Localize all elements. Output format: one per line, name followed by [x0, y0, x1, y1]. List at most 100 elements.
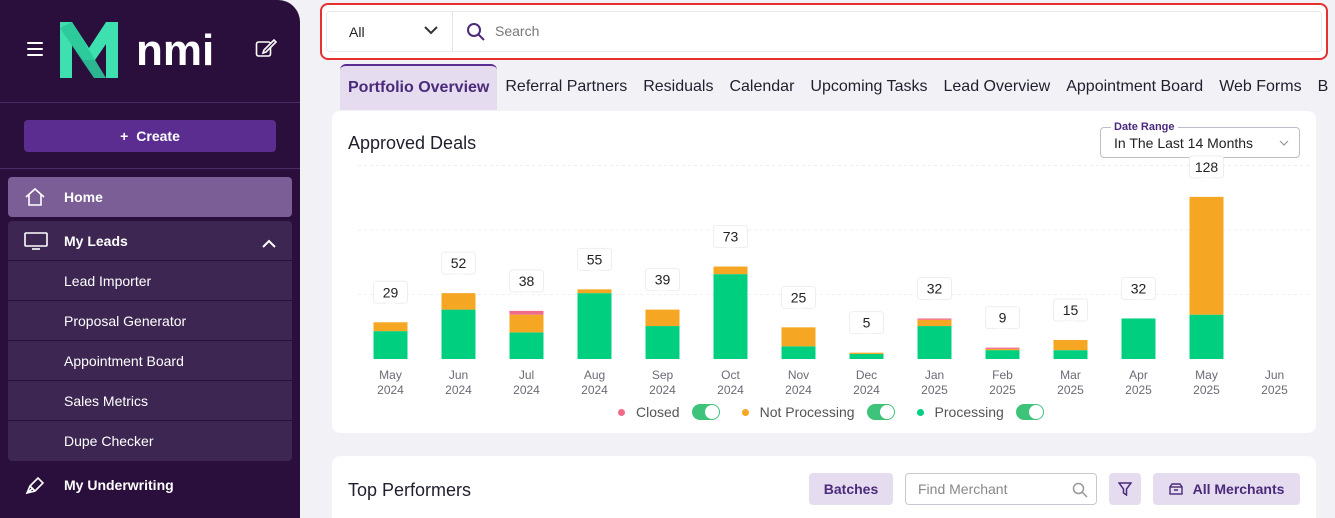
- x-tick-label: May: [379, 368, 402, 382]
- sidebar-item-label: My Leads: [64, 232, 128, 249]
- hamburger-menu-icon[interactable]: [27, 42, 43, 56]
- x-tick-label: 2024: [785, 383, 812, 397]
- tab-calendar[interactable]: Calendar: [729, 78, 795, 95]
- monitor-icon: [24, 232, 48, 253]
- bar-segment-not-processing: [509, 314, 544, 333]
- data-label: 52: [451, 255, 467, 271]
- bar-segment-not-processing: [373, 322, 408, 332]
- bar-segment-not-processing: [441, 293, 476, 310]
- sidebar-item-label: Dupe Checker: [64, 433, 154, 449]
- filter-button[interactable]: [1109, 473, 1141, 505]
- search-container: All: [326, 11, 1322, 52]
- data-label-pointer: [1133, 299, 1144, 305]
- sidebar-divider: [0, 168, 300, 169]
- x-tick-label: Mar: [1060, 368, 1081, 382]
- search-input[interactable]: [495, 20, 1095, 42]
- bar-segment-closed: [985, 347, 1020, 349]
- data-label: 29: [383, 284, 399, 300]
- bar-segment-processing: [577, 293, 612, 359]
- legend-toggle[interactable]: [866, 404, 895, 420]
- sidebar: nmi + Create Home My Leads Lead Importer …: [0, 0, 300, 518]
- chevron-up-icon[interactable]: [262, 235, 276, 251]
- tab-lead-overview[interactable]: Lead Overview: [943, 78, 1051, 95]
- date-range-label: Date Range: [1111, 121, 1178, 133]
- sidebar-item-dupe-checker[interactable]: Dupe Checker: [8, 421, 292, 461]
- data-label-pointer: [1201, 177, 1212, 183]
- x-tick-label: Jun: [1265, 368, 1284, 382]
- sidebar-item-home[interactable]: Home: [8, 177, 292, 217]
- tab-b[interactable]: B: [1317, 78, 1329, 95]
- data-label-pointer: [521, 291, 532, 297]
- sidebar-item-label: Sales Metrics: [64, 392, 149, 409]
- find-merchant-input[interactable]: [918, 481, 1068, 497]
- tab-portfolio-overview[interactable]: Portfolio Overview: [340, 64, 498, 110]
- home-icon: [24, 187, 46, 210]
- x-tick-label: 2025: [1057, 383, 1084, 397]
- x-tick-label: 2025: [1125, 383, 1152, 397]
- tab-upcoming-tasks[interactable]: Upcoming Tasks: [810, 78, 928, 95]
- batches-button[interactable]: Batches: [809, 473, 893, 505]
- sidebar-item-label: Home: [64, 189, 103, 205]
- x-tick-label: 2024: [513, 383, 540, 397]
- sidebar-item-sales-metrics[interactable]: Sales Metrics: [8, 381, 292, 421]
- legend-toggle[interactable]: [691, 404, 720, 420]
- data-label: 38: [519, 273, 535, 289]
- data-label-box: [713, 225, 748, 249]
- sidebar-item-lead-importer[interactable]: Lead Importer: [8, 261, 292, 301]
- x-tick-label: 2025: [1261, 383, 1288, 397]
- data-label: 73: [723, 229, 739, 245]
- date-range-value: In The Last 14 Months: [1114, 135, 1254, 151]
- sidebar-item-my-leads[interactable]: My Leads: [8, 221, 292, 261]
- legend-item-closed: Closed: [618, 404, 720, 420]
- tab-appointment-board[interactable]: Appointment Board: [1066, 78, 1204, 95]
- legend-label: Closed: [636, 404, 680, 420]
- data-label-pointer: [997, 328, 1008, 334]
- date-range-select[interactable]: Date Range In The Last 14 Months: [1100, 121, 1300, 158]
- top-performers-card: Top Performers Batches All Merchants: [332, 456, 1316, 518]
- legend-toggle[interactable]: [1015, 404, 1044, 420]
- sidebar-item-label: Appointment Board: [64, 352, 184, 369]
- bar-segment-not-processing: [781, 327, 816, 347]
- tab-referral-partners[interactable]: Referral Partners: [505, 78, 628, 95]
- x-tick-label: 2025: [921, 383, 948, 397]
- x-tick-label: 2024: [377, 383, 404, 397]
- bar-segment-processing: [917, 326, 952, 359]
- bar-segment-processing: [509, 332, 544, 359]
- data-label: 15: [1063, 302, 1079, 318]
- brand-wordmark: nmi: [136, 26, 214, 75]
- sidebar-item-my-underwriting[interactable]: My Underwriting: [8, 465, 292, 505]
- create-label: Create: [136, 128, 180, 144]
- bar-segment-processing: [713, 274, 748, 359]
- chevron-down-icon: [424, 26, 438, 35]
- data-label-pointer: [929, 299, 940, 305]
- data-label: 5: [863, 315, 871, 331]
- bar-segment-closed: [917, 318, 952, 320]
- bar-segment-processing: [781, 346, 816, 359]
- create-button[interactable]: + Create: [24, 120, 276, 152]
- x-tick-label: Apr: [1129, 368, 1148, 382]
- nmi-logo[interactable]: nmi: [54, 18, 249, 87]
- data-label-box: [781, 285, 816, 309]
- all-merchants-button[interactable]: All Merchants: [1153, 473, 1300, 505]
- edit-icon[interactable]: [255, 38, 278, 63]
- bar-segment-closed: [509, 310, 544, 315]
- sidebar-item-label: My Underwriting: [64, 477, 174, 493]
- x-tick-label: Oct: [721, 368, 740, 382]
- data-label: 128: [1195, 159, 1219, 175]
- bar-segment-processing: [1053, 350, 1088, 359]
- tab-web-forms[interactable]: Web Forms: [1219, 78, 1302, 95]
- legend-dot: [916, 408, 924, 416]
- search-scope-value: All: [349, 23, 365, 40]
- sidebar-item-appointment-board[interactable]: Appointment Board: [8, 341, 292, 381]
- legend-dot: [618, 408, 625, 416]
- bar-segment-not-processing: [917, 319, 952, 327]
- x-tick-label: Feb: [992, 368, 1013, 382]
- tab-bar: Portfolio Overview Referral Partners Resid…: [340, 64, 1335, 110]
- search-scope-select[interactable]: All: [327, 12, 453, 51]
- sidebar-item-proposal-generator[interactable]: Proposal Generator: [8, 301, 292, 341]
- bar-segment-not-processing: [1189, 196, 1224, 315]
- search-icon[interactable]: [1072, 482, 1088, 498]
- tab-residuals[interactable]: Residuals: [643, 78, 714, 95]
- bar-segment-not-processing: [577, 289, 612, 294]
- x-tick-label: 2024: [581, 383, 608, 397]
